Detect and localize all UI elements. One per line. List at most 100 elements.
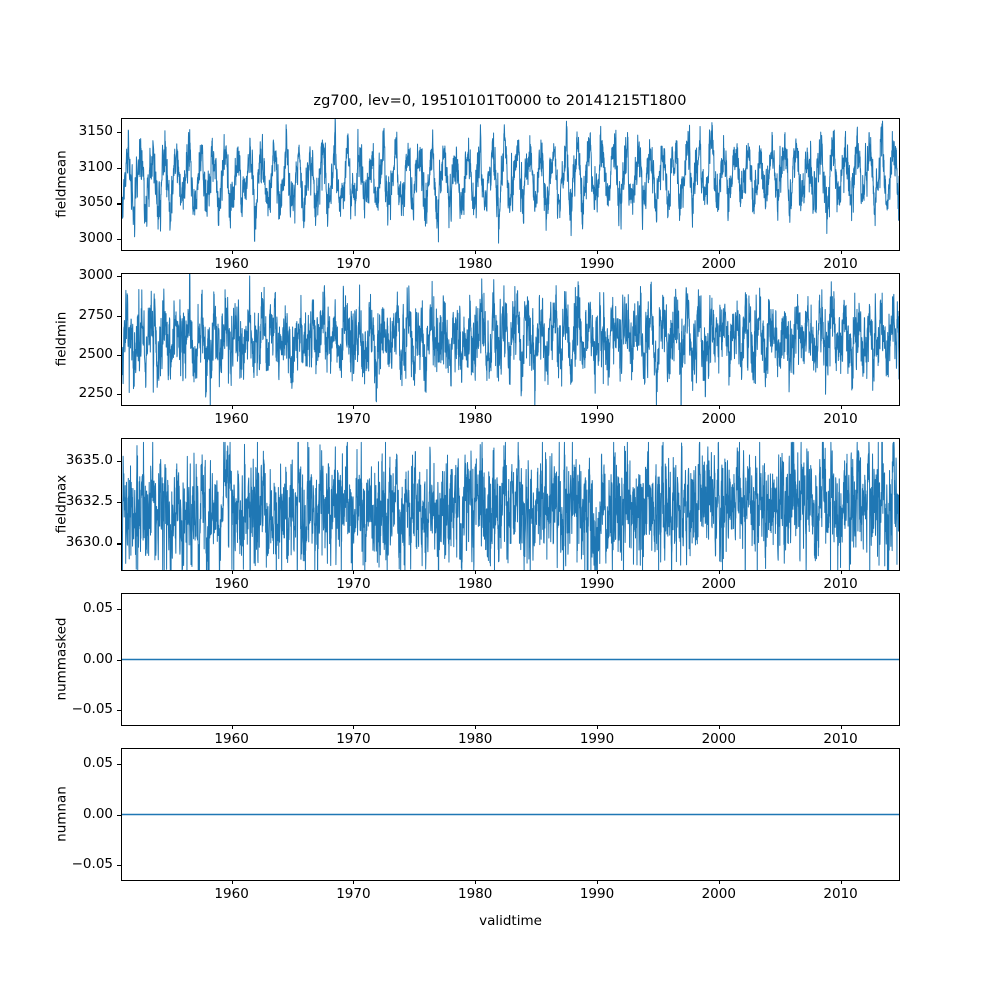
y-tick-mark-fieldmean-0: [117, 239, 121, 241]
x-tick-label-numnan-1: 1970: [336, 886, 371, 902]
y-tick-label-fieldmin-3: 3000: [78, 267, 113, 284]
series-fieldmin: [122, 274, 899, 405]
y-tick-label-fieldmean-0: 3000: [78, 230, 113, 247]
x-tick-label-numnan-3: 1990: [579, 886, 615, 902]
x-tick-mark-fieldmean-5: [840, 250, 842, 254]
x-tick-mark-numnan-4: [718, 880, 720, 884]
panel-fieldmax[interactable]: [121, 438, 900, 571]
y-tick-label-numnan-1: 0.00: [82, 805, 113, 822]
x-tick-label-fieldmin-3: 1990: [579, 411, 615, 427]
plot-area-fieldmin: [122, 274, 899, 405]
x-tick-mark-fieldmax-0: [231, 570, 233, 574]
x-tick-mark-fieldmin-0: [231, 405, 233, 409]
x-tick-mark-fieldmax-2: [475, 570, 477, 574]
y-tick-mark-numnan-0: [117, 864, 121, 866]
series-fieldmax: [122, 442, 899, 570]
x-tick-mark-nummasked-2: [475, 725, 477, 729]
y-tick-label-nummasked-1: 0.00: [82, 650, 113, 667]
y-tick-mark-fieldmax-1: [117, 502, 121, 504]
x-tick-label-fieldmax-5: 2010: [823, 576, 858, 592]
x-tick-label-fieldmean-2: 1980: [458, 256, 493, 272]
x-tick-mark-fieldmean-1: [353, 250, 355, 254]
y-tick-mark-numnan-2: [117, 764, 121, 766]
x-tick-mark-fieldmin-4: [718, 405, 720, 409]
x-tick-label-fieldmean-3: 1990: [579, 256, 615, 272]
y-tick-mark-fieldmin-2: [117, 315, 121, 317]
x-tick-mark-fieldmean-4: [718, 250, 720, 254]
x-tick-mark-numnan-3: [597, 880, 599, 884]
x-tick-mark-nummasked-1: [353, 725, 355, 729]
y-tick-mark-fieldmean-2: [117, 167, 121, 169]
x-tick-mark-nummasked-4: [718, 725, 720, 729]
x-tick-mark-nummasked-0: [231, 725, 233, 729]
panel-numnan[interactable]: [121, 748, 900, 881]
series-fieldmean: [122, 119, 899, 243]
x-tick-mark-nummasked-5: [840, 725, 842, 729]
y-tick-mark-fieldmin-0: [117, 394, 121, 396]
x-tick-mark-numnan-2: [475, 880, 477, 884]
x-tick-label-numnan-5: 2010: [823, 886, 858, 902]
x-tick-label-fieldmin-4: 2000: [701, 411, 736, 427]
plot-area-fieldmean: [122, 119, 899, 250]
y-tick-label-numnan-0: −0.05: [71, 855, 113, 872]
panel-fieldmean[interactable]: [121, 118, 900, 251]
y-tick-label-fieldmin-1: 2500: [78, 345, 113, 362]
x-tick-label-fieldmin-1: 1970: [336, 411, 371, 427]
panel-fieldmin[interactable]: [121, 273, 900, 406]
x-tick-mark-fieldmax-1: [353, 570, 355, 574]
x-tick-mark-fieldmax-4: [718, 570, 720, 574]
x-axis-label: validtime: [479, 913, 542, 929]
x-tick-label-nummasked-0: 1960: [214, 731, 249, 747]
y-tick-mark-nummasked-0: [117, 709, 121, 711]
x-tick-label-fieldmin-2: 1980: [458, 411, 493, 427]
x-tick-label-fieldmax-3: 1990: [579, 576, 615, 592]
y-tick-label-fieldmin-2: 2750: [78, 306, 113, 323]
x-tick-mark-fieldmin-5: [840, 405, 842, 409]
x-tick-label-nummasked-1: 1970: [336, 731, 371, 747]
x-tick-label-fieldmean-0: 1960: [214, 256, 249, 272]
panel-nummasked[interactable]: [121, 593, 900, 726]
x-tick-mark-numnan-0: [231, 880, 233, 884]
x-tick-mark-numnan-5: [840, 880, 842, 884]
x-tick-label-fieldmean-1: 1970: [336, 256, 371, 272]
x-tick-label-nummasked-2: 1980: [458, 731, 493, 747]
x-tick-mark-fieldmean-0: [231, 250, 233, 254]
y-tick-label-numnan-2: 0.05: [82, 755, 113, 772]
y-axis-label-fieldmin: fieldmin: [53, 311, 69, 366]
x-tick-mark-fieldmax-3: [597, 570, 599, 574]
x-tick-label-numnan-2: 1980: [458, 886, 493, 902]
x-tick-mark-numnan-1: [353, 880, 355, 884]
y-tick-mark-numnan-1: [117, 814, 121, 816]
y-tick-label-nummasked-2: 0.05: [82, 600, 113, 617]
y-tick-label-fieldmin-0: 2250: [78, 385, 113, 402]
plot-area-numnan: [122, 749, 899, 880]
y-tick-mark-fieldmin-3: [117, 276, 121, 278]
x-tick-label-fieldmean-4: 2000: [701, 256, 736, 272]
x-tick-label-nummasked-5: 2010: [823, 731, 858, 747]
y-tick-mark-fieldmax-0: [117, 543, 121, 545]
x-tick-label-numnan-0: 1960: [214, 886, 249, 902]
x-tick-mark-fieldmin-1: [353, 405, 355, 409]
y-tick-label-fieldmean-2: 3100: [78, 158, 113, 175]
x-tick-label-fieldmin-0: 1960: [214, 411, 249, 427]
x-tick-label-fieldmax-0: 1960: [214, 576, 249, 592]
y-tick-mark-fieldmax-2: [117, 460, 121, 462]
x-tick-label-fieldmax-4: 2000: [701, 576, 736, 592]
y-tick-mark-fieldmean-1: [117, 203, 121, 205]
y-tick-label-fieldmax-1: 3632.5: [65, 493, 113, 509]
y-tick-label-fieldmean-3: 3150: [78, 122, 113, 139]
x-tick-label-numnan-4: 2000: [701, 886, 736, 902]
x-tick-label-fieldmin-5: 2010: [823, 411, 858, 427]
x-tick-mark-fieldmin-3: [597, 405, 599, 409]
plot-area-fieldmax: [122, 439, 899, 570]
x-tick-mark-fieldmax-5: [840, 570, 842, 574]
plot-area-nummasked: [122, 594, 899, 725]
y-tick-mark-nummasked-1: [117, 659, 121, 661]
y-tick-label-nummasked-0: −0.05: [71, 700, 113, 717]
y-tick-mark-nummasked-2: [117, 609, 121, 611]
x-tick-mark-fieldmean-3: [597, 250, 599, 254]
x-tick-mark-fieldmean-2: [475, 250, 477, 254]
y-tick-label-fieldmax-0: 3630.0: [65, 534, 113, 551]
y-tick-label-fieldmean-1: 3050: [78, 194, 113, 211]
figure-title: zg700, lev=0, 19510101T0000 to 20141215T…: [313, 93, 687, 109]
